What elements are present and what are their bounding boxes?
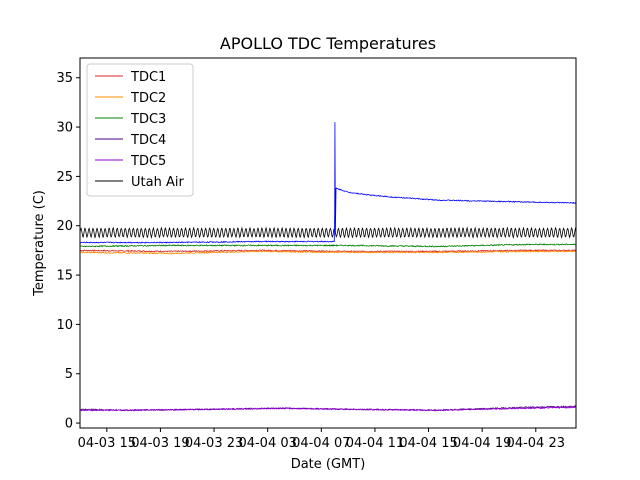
y-tick-label: 0 [65, 417, 73, 432]
y-tick-label: 35 [56, 71, 73, 86]
legend-label: TDC3 [130, 112, 166, 127]
x-tick-label: 04-04 07 [292, 436, 350, 451]
x-tick-label: 04-03 15 [78, 436, 136, 451]
legend-label: Utah Air [131, 175, 184, 190]
legend-label: TDC4 [130, 133, 166, 148]
series-line-tdc5 [79, 406, 577, 412]
legend-label: TDC5 [130, 154, 166, 169]
series-line-utah-air [79, 226, 577, 239]
x-tick-label: 04-04 23 [507, 436, 565, 451]
y-tick-label: 5 [65, 367, 73, 382]
legend: TDC1 TDC2 TDC3 TDC4 TDC5 Utah Air [86, 63, 194, 197]
legend-label: TDC1 [130, 70, 166, 85]
series-line-tdc3 [79, 243, 577, 248]
chart-title: APOLLO TDC Temperatures [220, 34, 436, 53]
y-tick-label: 30 [56, 121, 73, 136]
x-tick-label: 04-04 03 [238, 436, 296, 451]
x-tick-label: 04-03 19 [131, 436, 189, 451]
series-line-unlabeled-blue [79, 122, 577, 244]
legend-label: TDC2 [130, 91, 166, 106]
y-tick-label: 10 [56, 318, 73, 333]
series-lines [79, 122, 577, 412]
x-tick-label: 04-04 19 [453, 436, 511, 451]
y-tick-label: 25 [56, 170, 73, 185]
plot-frame [79, 57, 577, 429]
x-axis-label: Date (GMT) [291, 457, 366, 472]
series-line-tdc2 [79, 249, 577, 255]
y-axis-label: Temperature (C) [32, 190, 47, 297]
x-tick-label: 04-04 11 [346, 436, 404, 451]
y-tick-label: 20 [56, 219, 73, 234]
y-tick-label: 15 [56, 269, 73, 284]
x-tick-label: 04-03 23 [185, 436, 243, 451]
x-tick-label: 04-04 15 [399, 436, 457, 451]
